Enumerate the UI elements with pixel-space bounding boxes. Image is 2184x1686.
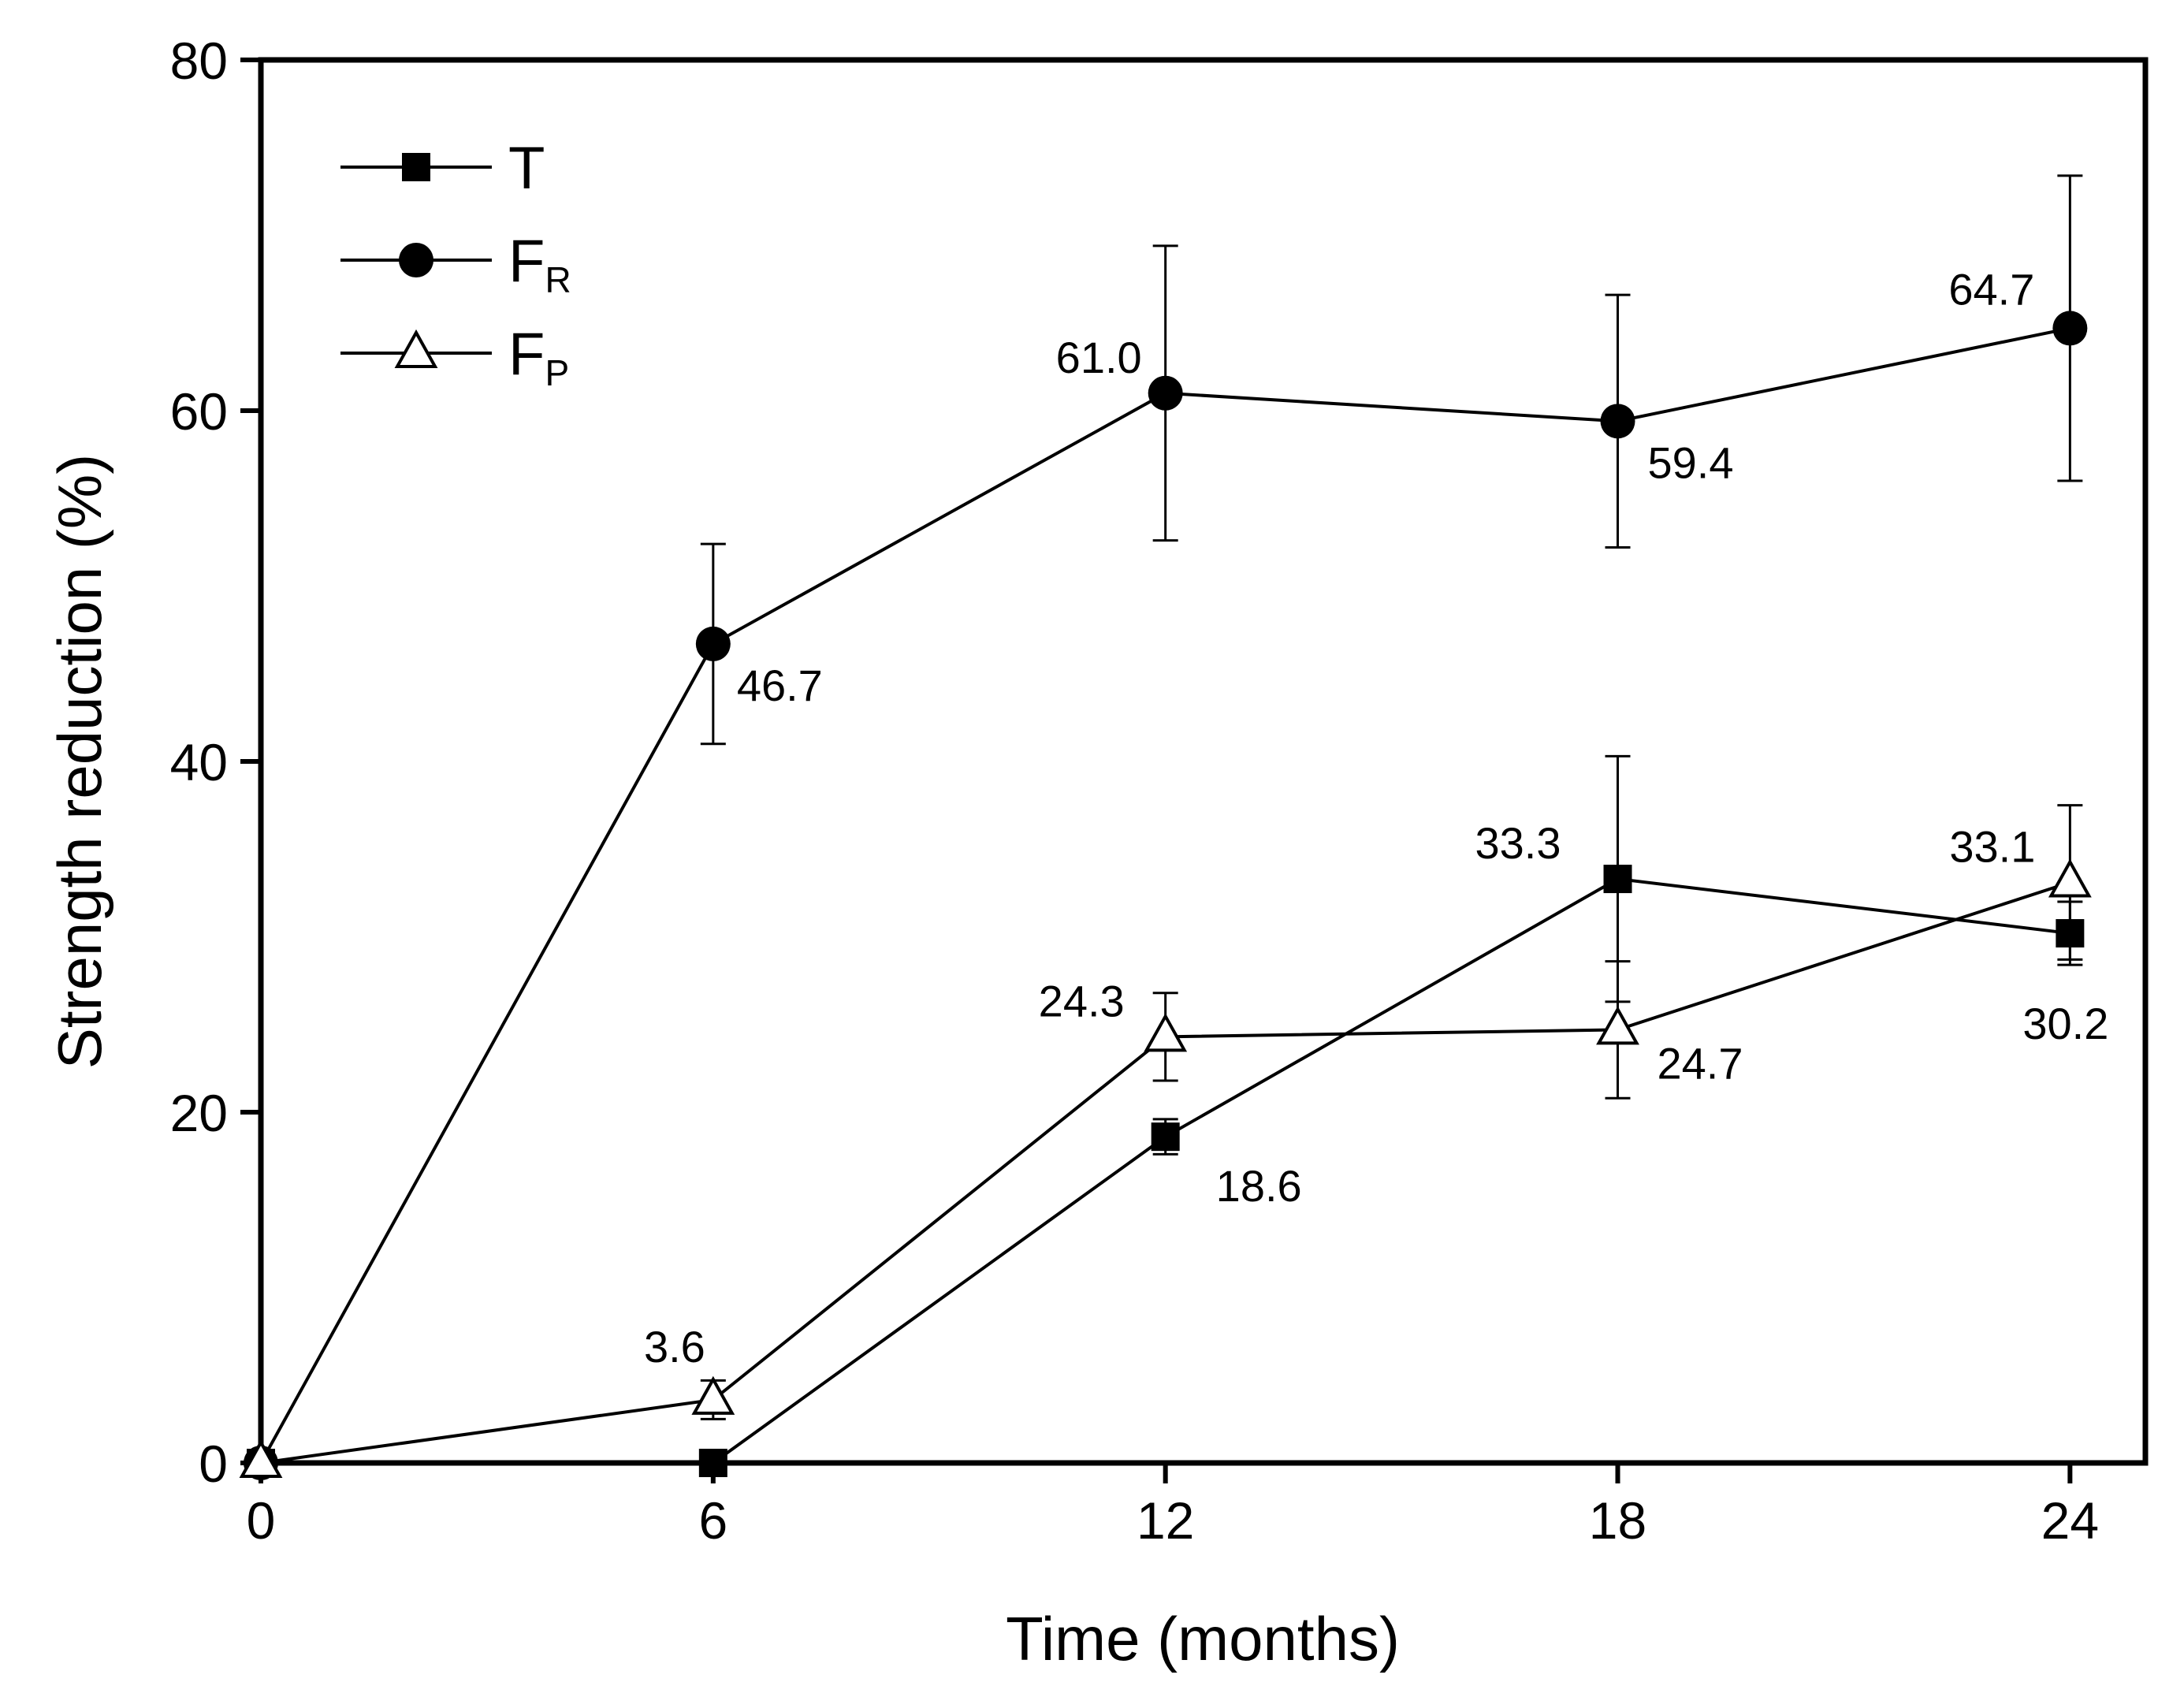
data-point-T bbox=[1151, 1122, 1180, 1152]
x-tick-label: 24 bbox=[2041, 1491, 2099, 1550]
legend-label-T: T bbox=[508, 135, 545, 202]
y-tick-label: 20 bbox=[170, 1084, 228, 1142]
x-tick-label: 6 bbox=[698, 1491, 727, 1550]
data-label-FP: 24.7 bbox=[1658, 1038, 1743, 1088]
data-label-FP: 24.3 bbox=[1039, 976, 1125, 1025]
data-point-T bbox=[1603, 865, 1632, 894]
legend-item-T: T bbox=[340, 135, 545, 202]
x-tick-label: 12 bbox=[1137, 1491, 1194, 1550]
data-label-FP: 33.1 bbox=[1949, 822, 2035, 872]
data-point-T bbox=[698, 1449, 727, 1477]
y-axis-title: Strength reduction (%) bbox=[45, 454, 114, 1069]
series-line-T bbox=[261, 877, 2071, 1465]
legend-marker-T bbox=[402, 153, 430, 181]
axes: 0 6 12 18 24 0 20 40 60 80 bbox=[170, 32, 2099, 1550]
legend-item-FR: FR bbox=[340, 228, 571, 300]
legend-label-FR: FR bbox=[508, 228, 571, 300]
data-point-FP bbox=[1596, 1006, 1639, 1045]
data-point-FR bbox=[1148, 375, 1183, 411]
y-tick-label: 40 bbox=[170, 733, 228, 791]
series-layer: 18.633.330.246.761.059.464.73.624.324.73… bbox=[239, 174, 2108, 1480]
legend-marker-FR bbox=[399, 243, 433, 277]
x-tick-label: 0 bbox=[247, 1491, 276, 1550]
data-point-FR bbox=[1600, 404, 1635, 439]
data-point-FP bbox=[2048, 858, 2092, 898]
data-label-FR: 61.0 bbox=[1056, 333, 1142, 382]
legend-label-FP: FP bbox=[508, 321, 569, 393]
y-tick-label: 80 bbox=[170, 32, 228, 90]
data-label-FR: 46.7 bbox=[737, 661, 823, 710]
data-point-FP bbox=[691, 1375, 735, 1415]
data-label-FP: 3.6 bbox=[644, 1322, 705, 1372]
series-FR: 46.7 61.0 59.4 64.7 bbox=[244, 174, 2088, 1480]
data-point-FP bbox=[1144, 1013, 1188, 1052]
x-axis-title: Time (months) bbox=[1006, 1604, 1400, 1673]
legend: T FR FP bbox=[340, 135, 571, 393]
x-tick-label: 18 bbox=[1589, 1491, 1646, 1550]
series-T: 18.6 33.3 30.2 bbox=[247, 754, 2108, 1477]
y-tick-label: 0 bbox=[199, 1435, 228, 1493]
data-point-FP bbox=[239, 1438, 283, 1478]
data-point-FR bbox=[695, 626, 731, 661]
legend-item-FP: FP bbox=[340, 321, 569, 393]
legend-marker-FP bbox=[394, 329, 438, 368]
data-label-FR: 64.7 bbox=[1948, 264, 2034, 314]
data-label-FR: 59.4 bbox=[1648, 437, 1734, 487]
data-label-T: 33.3 bbox=[1475, 818, 1561, 868]
data-label-T: 30.2 bbox=[2022, 999, 2108, 1048]
y-tick-label: 60 bbox=[170, 382, 228, 441]
data-point-FR bbox=[2052, 311, 2088, 346]
data-label-T: 18.6 bbox=[1216, 1161, 1302, 1211]
series-FP: 3.6 24.3 24.7 33.1 bbox=[239, 804, 2092, 1478]
